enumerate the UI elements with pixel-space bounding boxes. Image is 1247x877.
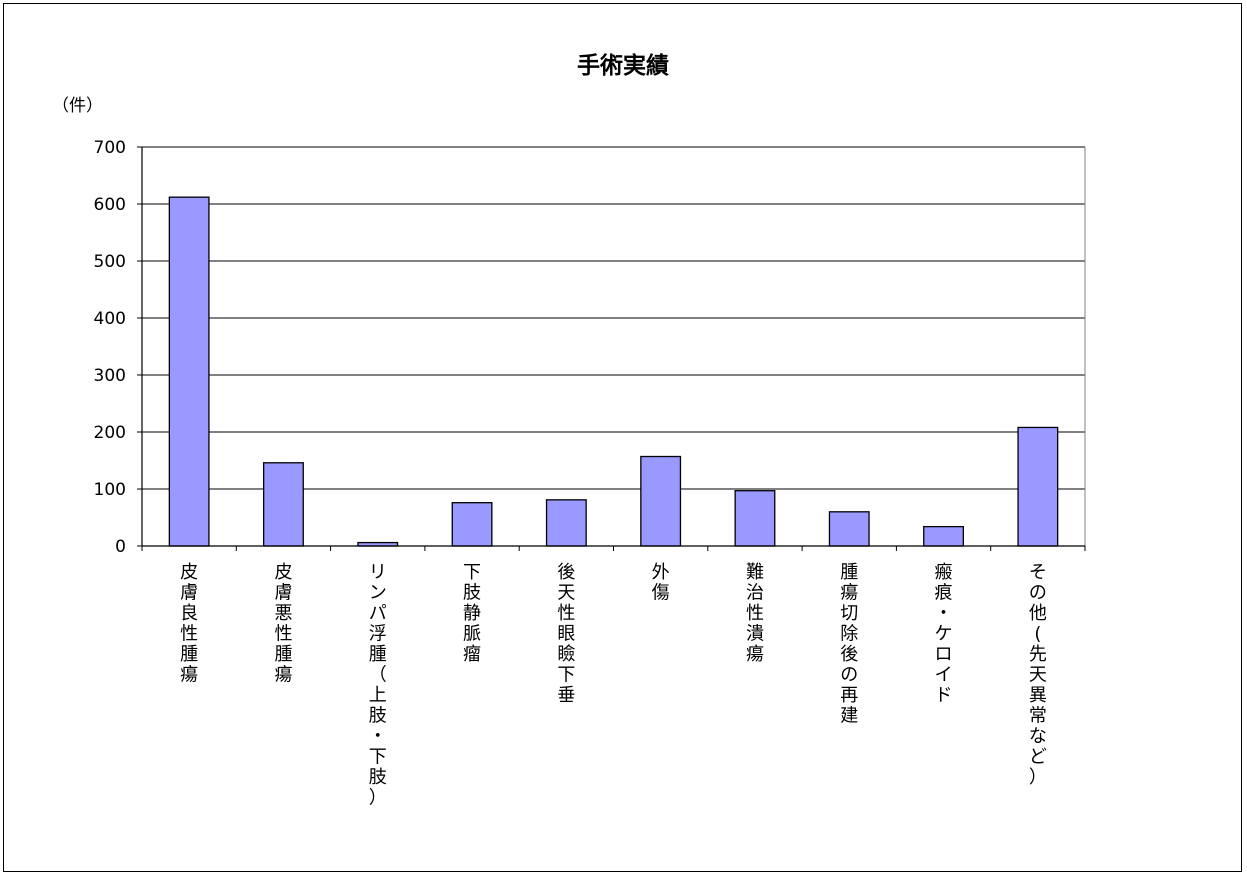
y-tick-labels: 0 100 200 300 400 500 600 700 [94,138,126,557]
category-label: 下肢静脈瘤 [463,562,481,665]
axes [137,146,1086,551]
bar [923,525,965,547]
bar [451,502,493,547]
bar [828,511,870,547]
bar [545,499,587,547]
y-tick-label: 200 [94,423,126,443]
category-label: 難治性潰瘍 [746,562,764,665]
bar [168,196,210,547]
category-label: 外傷 [652,562,670,604]
y-tick-label: 400 [94,309,126,329]
y-tick-label: 0 [115,537,126,557]
category-labels: 皮膚良性腫瘍 皮膚悪性腫瘍 リンパ浮腫（上肢・下肢） 下肢静脈瘤 後天性眼瞼下垂 外傷 難治… [180,562,1047,809]
chart-title: 手術実績 [577,52,669,79]
y-tick-label: 100 [94,480,126,500]
bars [168,196,1059,547]
category-label: 後天性眼瞼下垂 [557,562,575,706]
bar [734,490,776,547]
y-tick-label: 600 [94,195,126,215]
y-tick-label: 700 [94,138,126,158]
bar [1017,426,1059,547]
category-label: 腫瘍切除後の再建 [840,562,858,727]
bar [262,462,304,547]
category-label: リンパ浮腫（上肢・下肢） [369,562,387,809]
category-label: その他(先天異常など） [1029,562,1047,788]
category-label: 皮膚悪性腫瘍 [274,562,292,686]
y-tick-label: 500 [94,252,126,272]
category-label: 皮膚良性腫瘍 [180,562,198,686]
y-tick-label: 300 [94,366,126,386]
category-label: 瘢痕・ケロイド [935,562,953,706]
chart-frame [3,3,1242,872]
gridlines [142,146,1085,490]
bar [640,455,682,547]
y-axis-unit-label: （件） [52,96,103,116]
